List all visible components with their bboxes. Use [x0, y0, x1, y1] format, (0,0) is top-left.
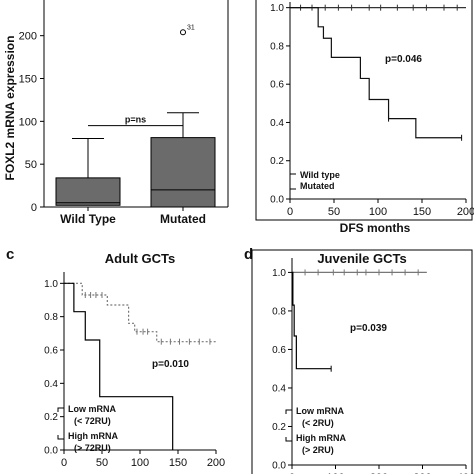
panel-d-ytick-label: 0.2 [272, 422, 286, 433]
panel-a-ytick-label: 0 [31, 202, 37, 214]
panel-d-ytick-label: 0.8 [272, 306, 286, 317]
panel-c-xtick-label: 0 [61, 457, 67, 469]
panel-a-ylabel: FOXL2 mRNA expression [3, 36, 17, 181]
panel-c-legend-label: (< 72RU) [74, 416, 111, 426]
panel-b-survival-curve [290, 7, 462, 139]
panel-d-ytick-label: 1.0 [272, 268, 286, 279]
panel-c-ytick-label: 0.2 [44, 412, 58, 423]
panel-c-legend-label: Low mRNA [68, 404, 116, 414]
panel-c-ytick-label: 0.4 [44, 379, 58, 390]
panel-b-ytick-label: 0.8 [270, 41, 284, 52]
panel-a-xtick-label: Mutated [160, 212, 206, 226]
panel-d-xtick-label: 0 [289, 472, 295, 474]
panel-c-legend-symbol [57, 435, 64, 440]
panel-d-frame [251, 249, 473, 474]
panel-c-legend-label: High mRNA [68, 431, 118, 441]
panel-d-xtick-label: 400 [457, 472, 474, 474]
panel-a-pvalue: p=ns [125, 115, 146, 125]
panel-d-legend-label: Low mRNA [296, 406, 344, 416]
panel-b-ytick-label: 0.4 [270, 118, 284, 129]
panel-d-ytick-label: 0.4 [272, 383, 286, 394]
panel-b-legend-label: Wild type [300, 170, 340, 180]
panel-d-ytick-label: 0.6 [272, 345, 286, 356]
panel-c-ytick-label: 1.0 [44, 279, 58, 290]
panel-c-pvalue: p=0.010 [152, 359, 189, 370]
panel-d-title: Juvenile GCTs [317, 251, 406, 266]
panel-a-outlier-label: 31 [187, 24, 195, 31]
panel-d-ytick-label: 0.0 [272, 461, 286, 472]
panel-c-adult-km: c Adult GCTs 0.0 0.2 0.4 0.6 0.8 1.0 0 50 100 150… [6, 246, 225, 469]
panel-c-survival-curve [64, 282, 216, 343]
panel-c-xtick-label: 100 [131, 457, 149, 469]
panel-b-pvalue: p=0.046 [385, 54, 422, 65]
panel-d-xtick-label: 300 [413, 472, 431, 474]
panel-b-xlabel: DFS months [340, 221, 411, 235]
panel-c-legend-symbol [57, 407, 64, 412]
panel-d-xtick-label: 200 [370, 472, 388, 474]
panel-b-ytick-label: 0.6 [270, 80, 284, 91]
panel-a-xtick-label: Wild Type [60, 212, 116, 226]
panel-c-ytick-label: 0.8 [44, 312, 58, 323]
panel-c-survival-curve [64, 282, 174, 450]
panel-b-legend-label: Mutated [300, 181, 335, 191]
panel-b-dfs-km: DFS months 0.0 0.2 0.4 0.6 0.8 1.0 0 50 100 150 20… [255, 0, 474, 235]
panel-b-ytick-label: 0.0 [270, 195, 284, 206]
panel-b-ytick-label: 0.2 [270, 156, 284, 167]
panel-c-xtick-label: 150 [169, 457, 187, 469]
panel-a-boxplot: FOXL2 mRNA expression 050100150200250Wil… [3, 0, 229, 226]
panel-d-legend-label: High mRNA [296, 433, 346, 443]
panel-b-frame [255, 0, 473, 221]
panel-d-label: d [244, 246, 253, 263]
panel-c-title: Adult GCTs [105, 251, 176, 266]
panel-b-legend-symbol [289, 173, 296, 178]
panel-c-ytick-label: 0.6 [44, 346, 58, 357]
panel-c-xtick-label: 200 [207, 457, 225, 469]
panel-a-box [55, 177, 121, 206]
panel-a-ytick-label: 150 [19, 74, 37, 86]
panel-b-xtick-label: 150 [413, 206, 431, 218]
panel-d-legend-label: (> 2RU) [302, 445, 334, 455]
panel-d-legend-symbol [285, 437, 292, 442]
panel-b-xtick-label: 100 [369, 206, 387, 218]
panel-c-ytick-label: 0.0 [44, 446, 58, 457]
panel-b-ytick-label: 1.0 [270, 3, 284, 14]
panel-d-legend-label: (< 2RU) [302, 418, 334, 428]
panel-c-legend-label: (> 72RU) [74, 443, 111, 453]
panel-d-juvenile-km: d Juvenile GCTs 0.0 0.2 0.4 0.6 0.8 1.0 0 100 20… [244, 246, 474, 474]
panel-b-xtick-label: 50 [328, 206, 340, 218]
panel-d-xtick-label: 100 [326, 472, 344, 474]
panel-a-box [150, 137, 216, 208]
panel-d-pvalue: p=0.039 [350, 323, 387, 334]
panel-a-ytick-label: 100 [19, 116, 37, 128]
panel-a-outlier [180, 29, 186, 36]
panel-c-label: c [6, 246, 14, 263]
panel-d-legend-symbol [285, 409, 292, 414]
panel-b-legend-symbol [289, 185, 296, 190]
panel-b-xtick-label: 200 [457, 206, 474, 218]
panel-a-ytick-label: 200 [19, 31, 37, 43]
panel-c-xtick-label: 50 [96, 457, 108, 469]
panel-b-xtick-label: 0 [287, 206, 293, 218]
panel-a-ytick-label: 50 [25, 159, 37, 171]
panel-d-survival-curve [292, 271, 332, 370]
